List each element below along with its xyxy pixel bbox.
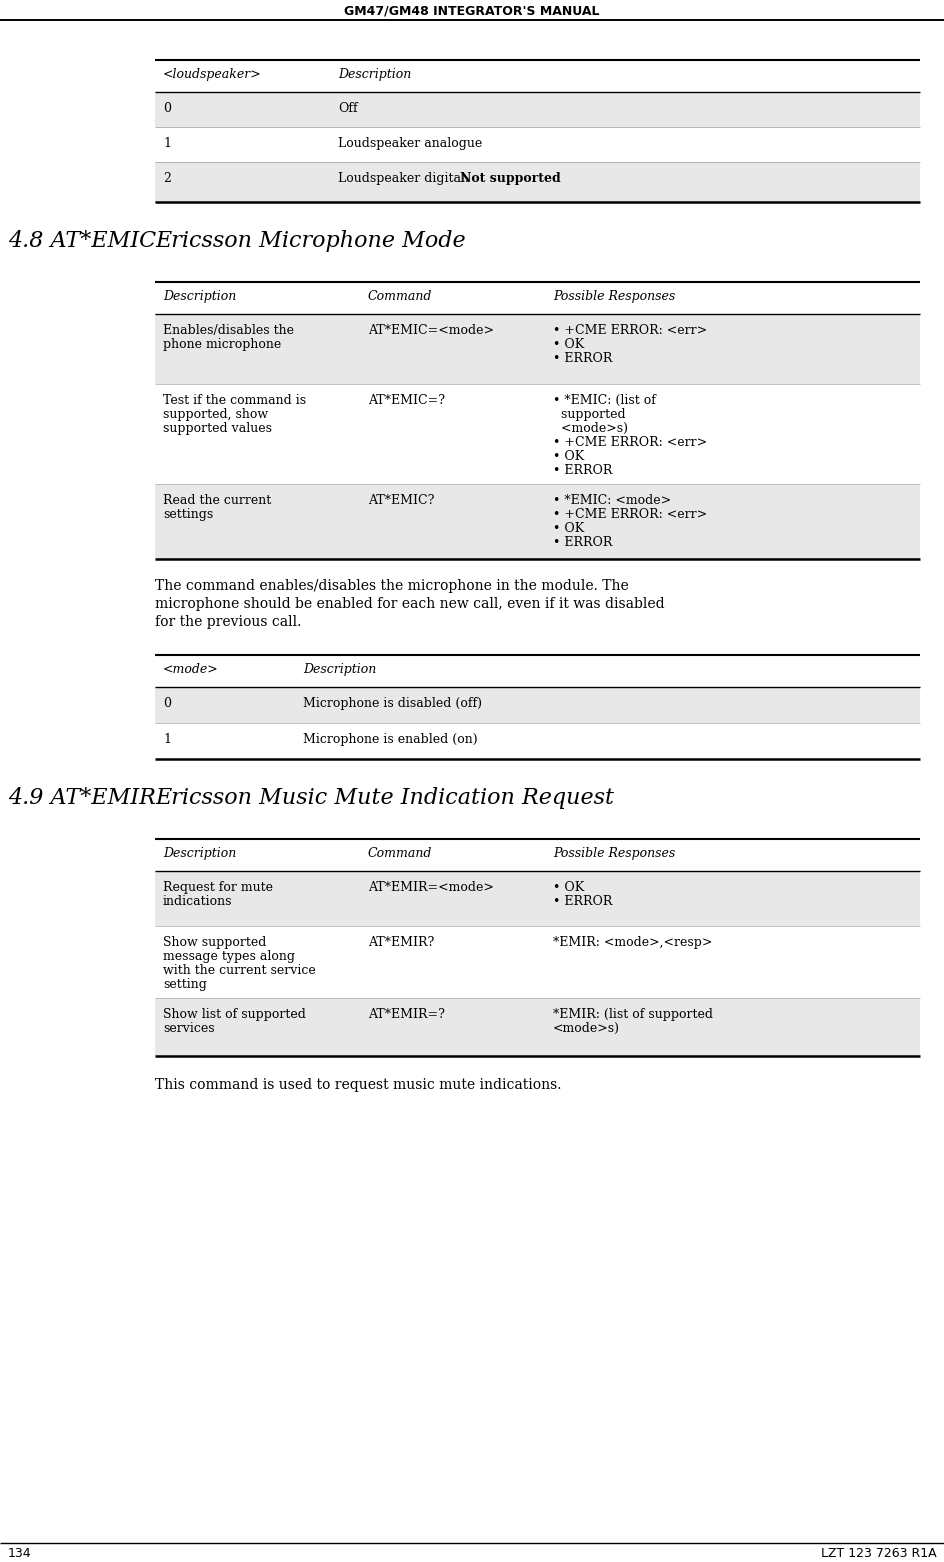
Text: Description: Description [303,662,376,676]
Text: • OK: • OK [552,881,583,893]
Text: The command enables/disables the microphone in the module. The: The command enables/disables the microph… [155,580,628,594]
Bar [155,314,919,384]
Bar [155,723,919,759]
Text: AT*EMIC=<mode>: AT*EMIC=<mode> [367,323,494,337]
Text: Command: Command [367,847,432,861]
Text: supported: supported [552,408,625,422]
Text: Show list of supported: Show list of supported [162,1007,306,1022]
Text: microphone should be enabled for each new call, even if it was disabled: microphone should be enabled for each ne… [155,597,664,611]
Text: AT*EMIR?: AT*EMIR? [367,936,434,950]
Text: Loudspeaker analogue: Loudspeaker analogue [338,137,481,150]
Text: GM47/GM48 INTEGRATOR'S MANUAL: GM47/GM48 INTEGRATOR'S MANUAL [344,5,599,19]
Bar [155,92,919,127]
Text: 0: 0 [162,697,171,711]
Text: <loudspeaker>: <loudspeaker> [162,69,261,81]
Text: *EMIR: <mode>,<resp>: *EMIR: <mode>,<resp> [552,936,712,950]
Text: 2: 2 [162,172,171,184]
Text: <mode>s): <mode>s) [552,1022,619,1036]
Bar [155,384,919,484]
Text: • +CME ERROR: <err>: • +CME ERROR: <err> [552,323,706,337]
Text: Ericsson Music Mute Indication Request: Ericsson Music Mute Indication Request [155,787,614,809]
Text: with the current service: with the current service [162,964,315,976]
Text: phone microphone: phone microphone [162,337,281,351]
Text: Enables/disables the: Enables/disables the [162,323,294,337]
Text: for the previous call.: for the previous call. [155,615,301,629]
Text: message types along: message types along [162,950,295,964]
Bar [155,283,919,314]
Text: indications: indications [162,895,232,908]
Text: AT*EMIC?: AT*EMIC? [367,494,434,508]
Text: Description: Description [162,847,236,861]
Text: <mode>s): <mode>s) [552,422,628,434]
Text: 0: 0 [162,102,171,116]
Text: • ERROR: • ERROR [552,895,612,908]
Text: *EMIR: (list of supported: *EMIR: (list of supported [552,1007,712,1022]
Text: settings: settings [162,508,213,522]
Text: 134: 134 [8,1546,31,1560]
Text: Not supported: Not supported [460,172,560,184]
Text: Possible Responses: Possible Responses [552,847,675,861]
Text: 1: 1 [162,733,171,747]
Bar [155,872,919,926]
Text: Show supported: Show supported [162,936,266,950]
Text: supported values: supported values [162,422,272,434]
Bar [155,687,919,723]
Bar [155,998,919,1056]
Text: Read the current: Read the current [162,494,271,508]
Text: Description: Description [162,291,236,303]
Text: Possible Responses: Possible Responses [552,291,675,303]
Text: Ericsson Microphone Mode: Ericsson Microphone Mode [155,230,465,251]
Bar [155,162,919,201]
Text: • ERROR: • ERROR [552,536,612,548]
Text: AT*EMIR=?: AT*EMIR=? [367,1007,445,1022]
Text: • ERROR: • ERROR [552,464,612,476]
Text: Command: Command [367,291,432,303]
Text: • ERROR: • ERROR [552,351,612,366]
Text: • +CME ERROR: <err>: • +CME ERROR: <err> [552,436,706,448]
Bar [155,654,919,687]
Bar [155,839,919,872]
Text: LZT 123 7263 R1A: LZT 123 7263 R1A [820,1546,936,1560]
Text: • OK: • OK [552,450,583,462]
Text: Off: Off [338,102,357,116]
Bar [155,127,919,162]
Text: This command is used to request music mute indications.: This command is used to request music mu… [155,1078,561,1092]
Text: 4.9 AT*EMIR: 4.9 AT*EMIR [8,787,156,809]
Text: AT*EMIC=?: AT*EMIC=? [367,394,445,408]
Text: • OK: • OK [552,337,583,351]
Text: • *EMIC: <mode>: • *EMIC: <mode> [552,494,670,508]
Text: Request for mute: Request for mute [162,881,273,893]
Text: 1: 1 [162,137,171,150]
Text: • *EMIC: (list of: • *EMIC: (list of [552,394,655,408]
Bar [155,926,919,998]
Text: Loudspeaker digital.: Loudspeaker digital. [338,172,472,184]
Text: <mode>: <mode> [162,662,218,676]
Text: Microphone is enabled (on): Microphone is enabled (on) [303,733,477,747]
Text: supported, show: supported, show [162,408,268,422]
Text: AT*EMIR=<mode>: AT*EMIR=<mode> [367,881,494,893]
Text: Description: Description [338,69,411,81]
Text: setting: setting [162,978,207,990]
Bar [155,484,919,559]
Text: services: services [162,1022,214,1036]
Text: • +CME ERROR: <err>: • +CME ERROR: <err> [552,508,706,522]
Text: Test if the command is: Test if the command is [162,394,306,408]
Text: • OK: • OK [552,522,583,536]
Text: Microphone is disabled (off): Microphone is disabled (off) [303,697,481,711]
Text: 4.8 AT*EMIC: 4.8 AT*EMIC [8,230,156,251]
Bar [155,59,919,92]
